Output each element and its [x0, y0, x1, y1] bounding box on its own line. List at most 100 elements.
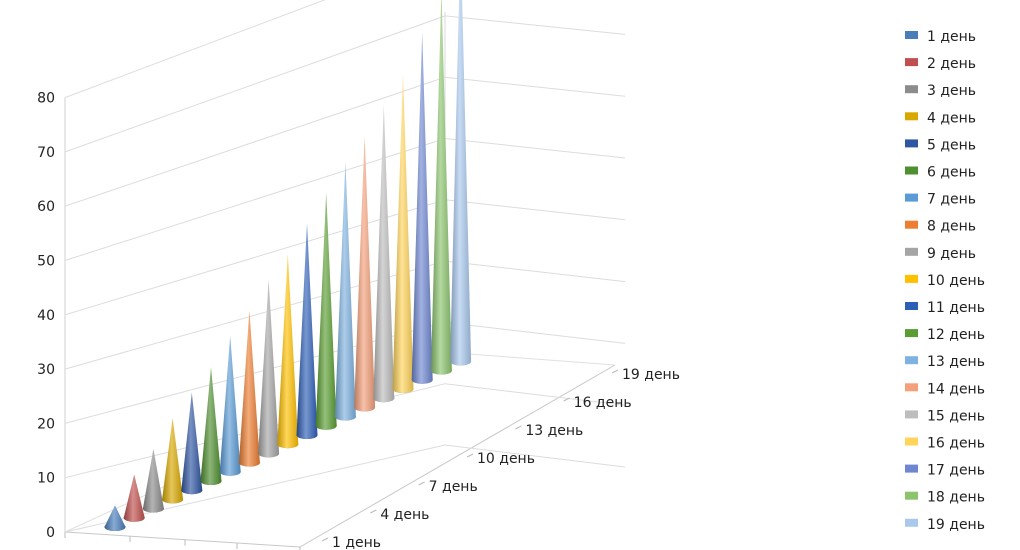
legend-item: 9 день [905, 246, 976, 262]
cone-bar [412, 32, 433, 384]
cone-body [239, 311, 260, 467]
legend-item: 18 день [905, 490, 985, 506]
legend-swatch [905, 329, 918, 337]
legend-item: 7 день [905, 192, 976, 208]
y-tick-label: 0 [46, 525, 55, 541]
cone-bar [450, 0, 471, 365]
y-tick-label: 10 [37, 471, 55, 487]
cone-bar [258, 280, 279, 458]
gridline-back-wall [445, 16, 625, 35]
legend-label: 3 день [927, 83, 976, 99]
y-axis-ticks: 0 10 20 30 40 50 60 70 80 [37, 91, 55, 541]
cone-body [431, 0, 452, 375]
legend-label: 5 день [927, 137, 976, 153]
depth-axis-tick [612, 370, 618, 373]
gridline-back-wall [445, 77, 625, 96]
y-tick-label: 50 [37, 254, 55, 270]
cone-bar [373, 105, 394, 402]
cone-bar [354, 136, 375, 412]
legend-label: 10 день [927, 273, 985, 289]
legend-swatch [905, 112, 918, 120]
legend-item: 12 день [905, 327, 985, 343]
y-tick-label: 30 [37, 362, 55, 378]
gridline-back-wall [445, 200, 625, 220]
legend-swatch [905, 275, 918, 283]
cone-body [373, 105, 394, 402]
cone-body [162, 418, 183, 503]
cone-bar [220, 336, 241, 476]
depth-tick-label: 1 день [332, 535, 381, 550]
legend-swatch [905, 85, 918, 93]
legend-item: 17 день [905, 463, 985, 479]
depth-tick-label: 16 день [574, 395, 632, 411]
floor-front-edge [65, 532, 300, 547]
y-tick-label: 60 [37, 199, 55, 215]
legend-swatch [905, 383, 918, 391]
legend-item: 15 день [905, 408, 985, 424]
legend-item: 8 день [905, 219, 976, 235]
legend-swatch [905, 492, 918, 500]
depth-tick-label: 4 день [380, 507, 429, 523]
legend-label: 15 день [927, 408, 985, 424]
legend-swatch [905, 221, 918, 229]
cone-bar [297, 223, 318, 439]
depth-axis-tick [322, 538, 328, 541]
legend-label: 6 день [927, 165, 976, 181]
cone-body [450, 0, 471, 365]
legend-item: 5 день [905, 137, 976, 153]
legend-swatch [905, 302, 918, 310]
depth-axis-tick [515, 426, 521, 429]
gridline-back-wall [445, 261, 625, 282]
cone-body [220, 336, 241, 476]
cone-body [354, 136, 375, 412]
legend-item: 1 день [905, 29, 976, 45]
legend-label: 9 день [927, 246, 976, 262]
gridline-back-wall [445, 322, 625, 343]
gridline-back-wall [445, 139, 625, 159]
y-tick-label: 40 [37, 308, 55, 324]
depth-axis-tick [370, 510, 376, 513]
legend-label: 4 день [927, 110, 976, 126]
legend-label: 16 день [927, 436, 985, 452]
legend-label: 13 день [927, 354, 985, 370]
gridline-left-wall [65, 0, 445, 98]
legend-label: 12 день [927, 327, 985, 343]
legend-item: 3 день [905, 83, 976, 99]
legend-swatch [905, 248, 918, 256]
legend-swatch [905, 356, 918, 364]
legend-label: 8 день [927, 219, 976, 235]
legend-label: 14 день [927, 381, 985, 397]
legend-item: 11 день [905, 300, 985, 316]
gridline-left-wall [65, 16, 445, 152]
cone-bar [239, 311, 260, 467]
depth-tick-label: 19 день [622, 367, 680, 383]
depth-axis-tick [419, 482, 425, 485]
legend-label: 19 день [927, 517, 985, 533]
legend-swatch [905, 519, 918, 527]
legend-item: 4 день [905, 110, 976, 126]
legend-item: 2 день [905, 56, 976, 72]
legend-swatch [905, 31, 918, 39]
cone-body [297, 223, 318, 439]
cone-body [201, 367, 222, 485]
y-tick-label: 70 [37, 145, 55, 161]
cone-bar [431, 0, 452, 375]
legend-label: 17 день [927, 463, 985, 479]
legend-item: 10 день [905, 273, 985, 289]
legend-item: 16 день [905, 436, 985, 452]
cone-body [143, 449, 164, 513]
legend-label: 2 день [927, 56, 976, 72]
cone-body [181, 392, 202, 494]
legend-swatch [905, 167, 918, 175]
legend-label: 7 день [927, 192, 976, 208]
cone-bar [124, 474, 145, 521]
legend-swatch [905, 410, 918, 418]
cone-body [105, 505, 126, 531]
cone-bar [143, 449, 164, 513]
legend-swatch [905, 438, 918, 446]
cone-body [124, 474, 145, 521]
legend-item: 6 день [905, 165, 976, 181]
depth-tick-label: 13 день [525, 423, 583, 439]
y-tick-label: 20 [37, 416, 55, 432]
